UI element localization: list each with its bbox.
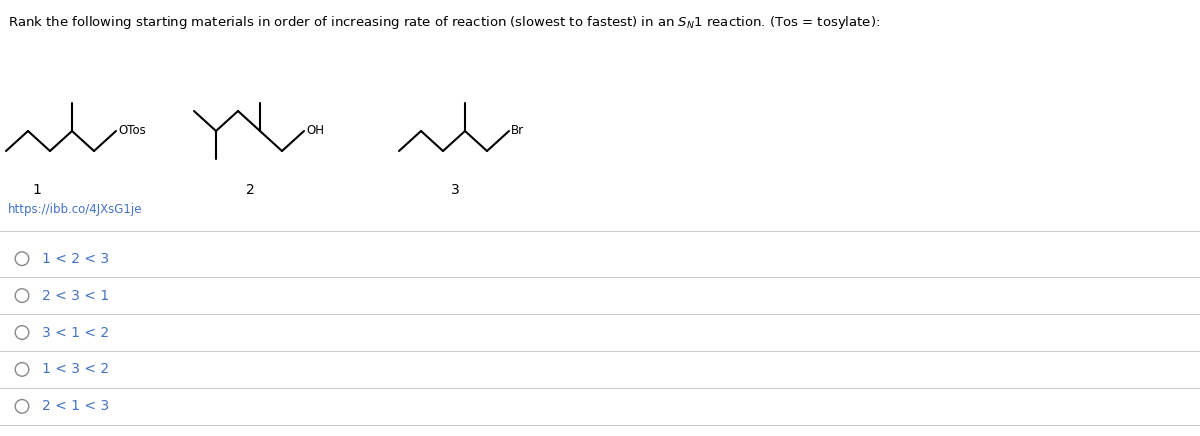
Text: 2 < 3 < 1: 2 < 3 < 1 [42,289,109,303]
Text: 3: 3 [451,183,460,197]
Text: OH: OH [306,123,324,136]
Text: OTos: OTos [118,123,145,136]
Text: 1 < 3 < 2: 1 < 3 < 2 [42,362,109,376]
Text: 2: 2 [246,183,254,197]
Text: 1: 1 [32,183,42,197]
Text: 2 < 1 < 3: 2 < 1 < 3 [42,399,109,413]
Text: 3 < 1 < 2: 3 < 1 < 2 [42,326,109,340]
Text: Br: Br [511,123,524,136]
Text: https://ibb.co/4JXsG1je: https://ibb.co/4JXsG1je [8,203,143,216]
Text: Rank the following starting materials in order of increasing rate of reaction (s: Rank the following starting materials in… [8,14,880,31]
Text: 1 < 2 < 3: 1 < 2 < 3 [42,252,109,266]
